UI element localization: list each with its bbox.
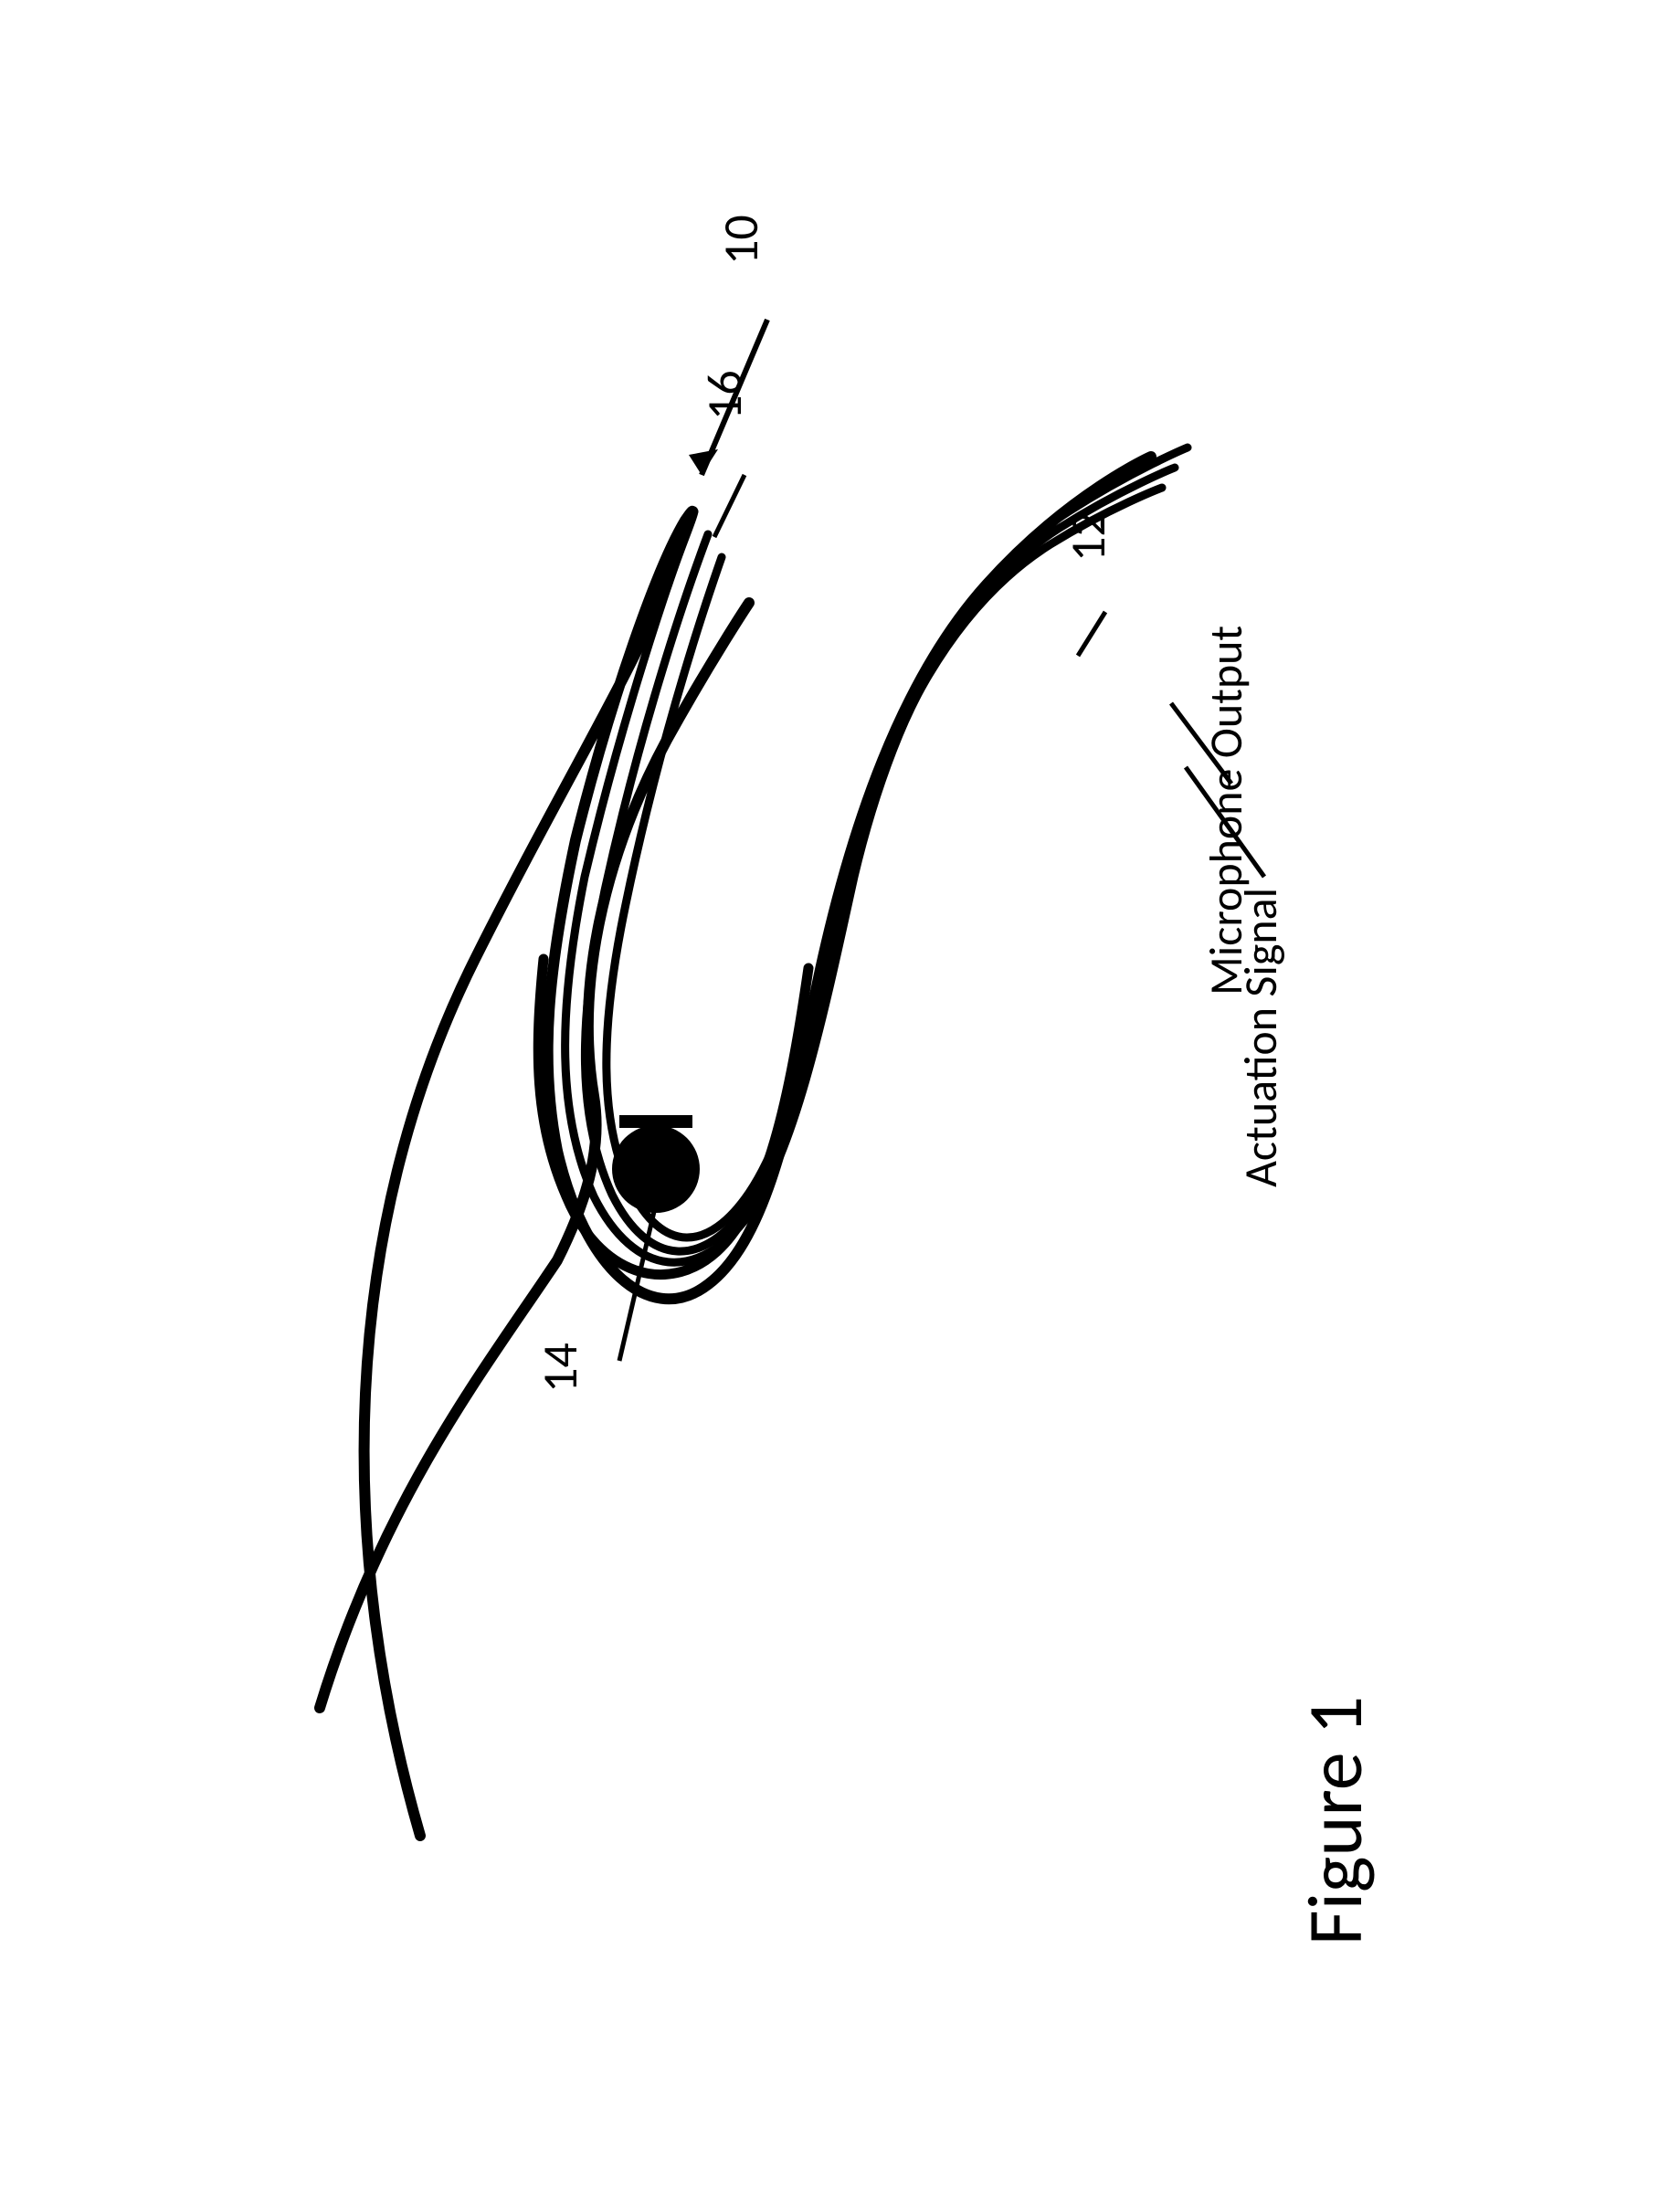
earbud-dot xyxy=(612,1125,700,1213)
ref-16-label: 16 xyxy=(694,370,755,420)
leader-ref12 xyxy=(1078,612,1105,656)
figure-caption: Figure 1 xyxy=(1288,1696,1382,1945)
page: {} 10 16 12 14 Microphone Output Actuati… xyxy=(0,0,1679,2212)
ref-12-label: 12 xyxy=(1058,511,1118,562)
leader-ref16 xyxy=(714,475,744,537)
ref-10-label: 10 xyxy=(711,215,771,265)
leader-ref10-arrowhead xyxy=(689,449,718,475)
ref-14-label: 14 xyxy=(530,1343,590,1393)
actuation-signal-label: Actuation Signal xyxy=(1233,888,1289,1187)
figure-drawing: {} xyxy=(0,0,1679,2212)
ear-outer-path xyxy=(364,457,1151,1836)
